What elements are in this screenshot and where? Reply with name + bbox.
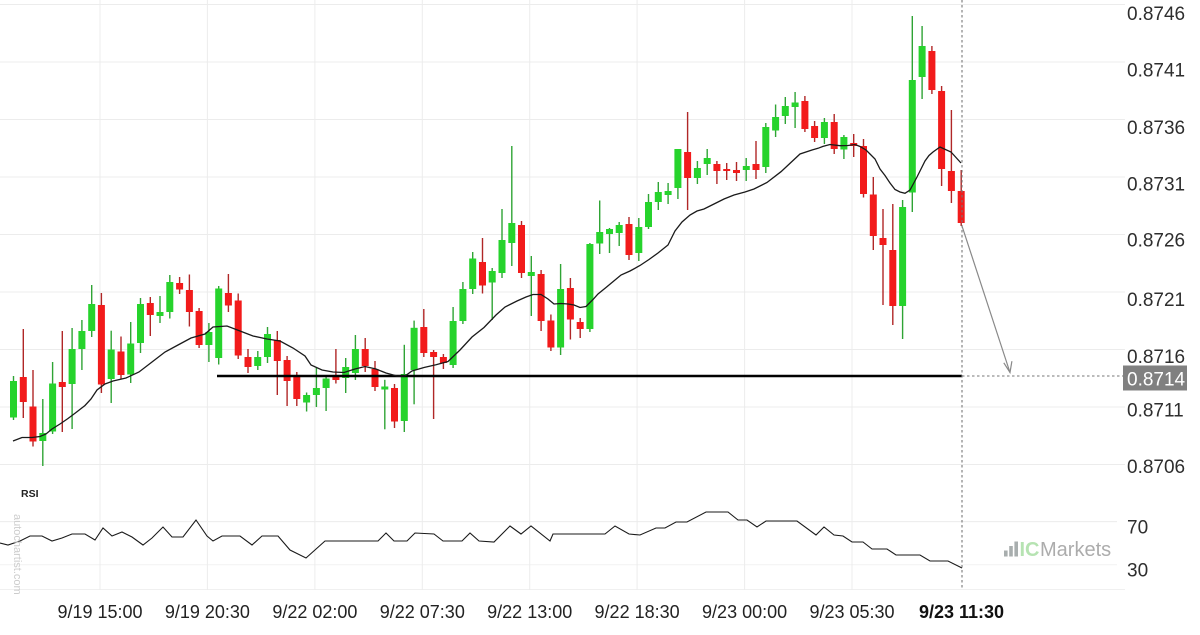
svg-text:0.8746: 0.8746 [1127, 4, 1185, 25]
svg-text:9/22 18:30: 9/22 18:30 [595, 602, 680, 622]
svg-text:0.8716: 0.8716 [1127, 347, 1185, 368]
svg-text:0.8741: 0.8741 [1127, 60, 1185, 81]
svg-text:0.8726: 0.8726 [1127, 230, 1185, 251]
svg-text:RSI: RSI [21, 488, 39, 500]
svg-text:9/23 00:00: 9/23 00:00 [702, 602, 787, 622]
svg-text:9/22 13:00: 9/22 13:00 [487, 602, 572, 622]
svg-text:0.8714: 0.8714 [1127, 370, 1186, 391]
svg-text:0.8706: 0.8706 [1127, 457, 1185, 478]
svg-text:autochartist.com: autochartist.com [11, 514, 23, 595]
svg-text:30: 30 [1127, 561, 1148, 582]
svg-text:Markets: Markets [1040, 539, 1111, 561]
svg-text:9/23 05:30: 9/23 05:30 [809, 602, 894, 622]
svg-text:0.8711: 0.8711 [1127, 400, 1184, 421]
svg-text:9/19 15:00: 9/19 15:00 [57, 602, 142, 622]
svg-text:0.8721: 0.8721 [1127, 290, 1185, 311]
svg-text:9/22 07:30: 9/22 07:30 [380, 602, 465, 622]
svg-text:IC: IC [1020, 539, 1040, 561]
svg-text:0.8736: 0.8736 [1127, 118, 1185, 139]
svg-text:9/19 20:30: 9/19 20:30 [165, 602, 250, 622]
svg-text:9/22 02:00: 9/22 02:00 [272, 602, 357, 622]
svg-text:0.8731: 0.8731 [1127, 174, 1185, 195]
svg-text:9/23 11:30: 9/23 11:30 [919, 602, 1004, 622]
svg-text:70: 70 [1127, 517, 1148, 538]
